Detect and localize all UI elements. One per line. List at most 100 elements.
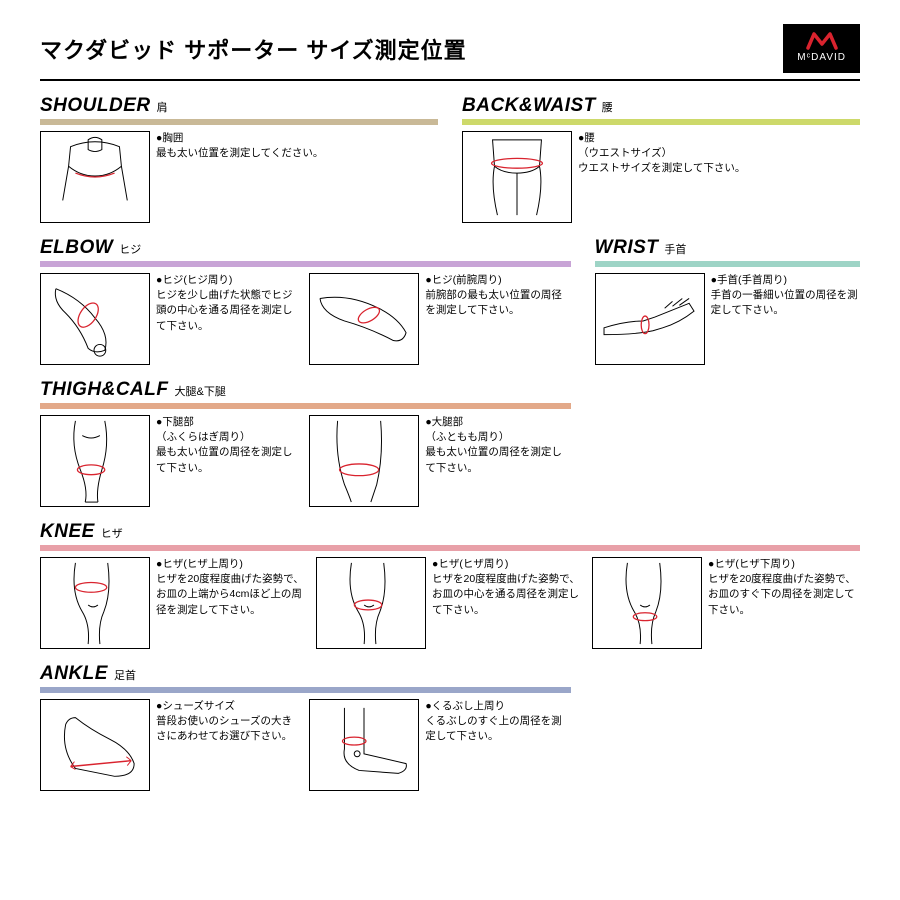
items: ●手首(手首周り) 手首の一番細い位置の周径を測定して下さい。 bbox=[595, 273, 860, 365]
section-underline bbox=[40, 119, 438, 125]
diagram-elbow-2 bbox=[309, 273, 419, 365]
item-desc: ●手首(手首周り) 手首の一番細い位置の周径を測定して下さい。 bbox=[711, 273, 860, 319]
item-desc: ●くるぶし上周り くるぶしのすぐ上の周径を測定して下さい。 bbox=[425, 699, 570, 745]
section-thighcalf: THIGH&CALF 大腿&下腿 ●下腿部 bbox=[40, 379, 571, 507]
item-sub: （ふくらはぎ周り） bbox=[156, 431, 251, 443]
diagram-knee-1 bbox=[40, 557, 150, 649]
item: ●くるぶし上周り くるぶしのすぐ上の周径を測定して下さい。 bbox=[309, 699, 570, 791]
section-underline bbox=[595, 261, 860, 267]
section-head: ELBOW ヒジ bbox=[40, 237, 571, 259]
section-underline bbox=[40, 403, 571, 409]
item: ●大腿部 （ふともも周り） 最も太い位置の周径を測定して下さい。 bbox=[309, 415, 570, 507]
items: ●腰 （ウエストサイズ） ウエストサイズを測定して下さい。 bbox=[462, 131, 860, 223]
item-label: ●腰 bbox=[578, 132, 595, 144]
section-title-jp: 手首 bbox=[664, 241, 686, 257]
section-title-jp: ヒジ bbox=[119, 241, 141, 257]
section-title-en: ELBOW bbox=[40, 237, 113, 259]
item-label: ●下腿部 bbox=[156, 416, 194, 428]
item-desc: ●大腿部 （ふともも周り） 最も太い位置の周径を測定して下さい。 bbox=[425, 415, 570, 476]
item-desc: ●下腿部 （ふくらはぎ周り） 最も太い位置の周径を測定して下さい。 bbox=[156, 415, 301, 476]
spacer bbox=[595, 379, 860, 507]
item: ●ヒジ(前腕周り) 前腕部の最も太い位置の周径を測定して下さい。 bbox=[309, 273, 570, 365]
item: ●腰 （ウエストサイズ） ウエストサイズを測定して下さい。 bbox=[462, 131, 860, 223]
diagram-wrist bbox=[595, 273, 705, 365]
item: ●胸囲 最も太い位置を測定してください。 bbox=[40, 131, 438, 223]
section-elbow: ELBOW ヒジ ●ヒジ(ヒジ周り) ヒジを少し曲げた状態でヒジ頭の bbox=[40, 237, 571, 365]
section-head: THIGH&CALF 大腿&下腿 bbox=[40, 379, 571, 401]
item-text: 最も太い位置を測定してください。 bbox=[156, 147, 323, 159]
section-head: WRIST 手首 bbox=[595, 237, 860, 259]
diagram-knee-3 bbox=[592, 557, 702, 649]
item-text: ヒザを20度程度曲げた姿勢で、お皿のすぐ下の周径を測定して下さい。 bbox=[708, 573, 856, 615]
section-title-jp: ヒザ bbox=[101, 525, 123, 541]
item-text: くるぶしのすぐ上の周径を測定して下さい。 bbox=[425, 715, 561, 742]
section-backwaist: BACK&WAIST 腰 ●腰 （ウエストサイズ） bbox=[462, 95, 860, 223]
page-header: マクダビッド サポーター サイズ測定位置 MᶜDAVID bbox=[40, 24, 860, 73]
item: ●ヒザ(ヒザ周り) ヒザを20度程度曲げた姿勢で、お皿の中心を通る周径を測定して… bbox=[316, 557, 584, 649]
diagram-waist bbox=[462, 131, 572, 223]
item-desc: ●ヒザ(ヒザ周り) ヒザを20度程度曲げた姿勢で、お皿の中心を通る周径を測定して… bbox=[432, 557, 584, 618]
section-underline bbox=[40, 687, 571, 693]
section-title-en: BACK&WAIST bbox=[462, 95, 596, 117]
item-label: ●手首(手首周り) bbox=[711, 274, 787, 286]
item-label: ●ヒジ(ヒジ周り) bbox=[156, 274, 232, 286]
section-head: KNEE ヒザ bbox=[40, 521, 860, 543]
section-title-jp: 肩 bbox=[157, 99, 168, 115]
section-title-en: WRIST bbox=[595, 237, 659, 259]
section-ankle: ANKLE 足首 ●シューズサイズ 普 bbox=[40, 663, 571, 791]
header-rule bbox=[40, 79, 860, 81]
row-3: THIGH&CALF 大腿&下腿 ●下腿部 bbox=[40, 379, 860, 507]
diagram-calf bbox=[40, 415, 150, 507]
item-text: ウエストサイズを測定して下さい。 bbox=[578, 162, 745, 174]
item-text: ヒジを少し曲げた状態でヒジ頭の中心を通る周径を測定して下さい。 bbox=[156, 289, 293, 331]
items: ●ヒザ(ヒザ上周り) ヒザを20度程度曲げた姿勢で、お皿の上端から4cmほど上の… bbox=[40, 557, 860, 649]
item: ●ヒザ(ヒザ上周り) ヒザを20度程度曲げた姿勢で、お皿の上端から4cmほど上の… bbox=[40, 557, 308, 649]
section-head: ANKLE 足首 bbox=[40, 663, 571, 685]
brand-text: MᶜDAVID bbox=[797, 52, 846, 63]
items: ●ヒジ(ヒジ周り) ヒジを少し曲げた状態でヒジ頭の中心を通る周径を測定して下さい… bbox=[40, 273, 571, 365]
item-desc: ●シューズサイズ 普段お使いのシューズの大きさにあわせてお選び下さい。 bbox=[156, 699, 301, 745]
item-label: ●シューズサイズ bbox=[156, 700, 235, 712]
row-1: SHOULDER 肩 ●胸囲 最も太い bbox=[40, 95, 860, 223]
section-title-en: ANKLE bbox=[40, 663, 108, 685]
item-text: 手首の一番細い位置の周径を測定して下さい。 bbox=[711, 289, 858, 316]
item-label: ●大腿部 bbox=[425, 416, 463, 428]
section-underline bbox=[462, 119, 860, 125]
item-desc: ●ヒジ(ヒジ周り) ヒジを少し曲げた状態でヒジ頭の中心を通る周径を測定して下さい… bbox=[156, 273, 301, 334]
item: ●下腿部 （ふくらはぎ周り） 最も太い位置の周径を測定して下さい。 bbox=[40, 415, 301, 507]
item-text: ヒザを20度程度曲げた姿勢で、お皿の上端から4cmほど上の周径を測定して下さい。 bbox=[156, 573, 304, 615]
item-label: ●ヒザ(ヒザ周り) bbox=[432, 558, 508, 570]
item-desc: ●ヒジ(前腕周り) 前腕部の最も太い位置の周径を測定して下さい。 bbox=[425, 273, 570, 319]
item: ●シューズサイズ 普段お使いのシューズの大きさにあわせてお選び下さい。 bbox=[40, 699, 301, 791]
brand-logo: MᶜDAVID bbox=[783, 24, 860, 73]
sections-container: SHOULDER 肩 ●胸囲 最も太い bbox=[40, 95, 860, 791]
section-title-jp: 大腿&下腿 bbox=[174, 383, 225, 399]
diagram-elbow-1 bbox=[40, 273, 150, 365]
item-text: 普段お使いのシューズの大きさにあわせてお選び下さい。 bbox=[156, 715, 292, 742]
item-label: ●胸囲 bbox=[156, 132, 183, 144]
items: ●胸囲 最も太い位置を測定してください。 bbox=[40, 131, 438, 223]
item-text: 最も太い位置の周径を測定して下さい。 bbox=[156, 446, 293, 473]
spacer bbox=[595, 663, 860, 791]
item: ●ヒザ(ヒザ下周り) ヒザを20度程度曲げた姿勢で、お皿のすぐ下の周径を測定して… bbox=[592, 557, 860, 649]
section-title-jp: 腰 bbox=[602, 99, 613, 115]
item-label: ●ヒジ(前腕周り) bbox=[425, 274, 501, 286]
logo-icon bbox=[804, 30, 840, 50]
diagram-ankle-1 bbox=[40, 699, 150, 791]
section-knee: KNEE ヒザ ●ヒザ(ヒザ上周り) ヒザを20度程度曲げた姿勢で、お皿の上端か… bbox=[40, 521, 860, 649]
row-5: ANKLE 足首 ●シューズサイズ 普 bbox=[40, 663, 860, 791]
diagram-knee-2 bbox=[316, 557, 426, 649]
item-sub: （ふともも周り） bbox=[425, 431, 509, 443]
items: ●シューズサイズ 普段お使いのシューズの大きさにあわせてお選び下さい。 ●くるぶ… bbox=[40, 699, 571, 791]
item-text: 最も太い位置の周径を測定して下さい。 bbox=[425, 446, 562, 473]
section-shoulder: SHOULDER 肩 ●胸囲 最も太い bbox=[40, 95, 438, 223]
row-2: ELBOW ヒジ ●ヒジ(ヒジ周り) ヒジを少し曲げた状態でヒジ頭の bbox=[40, 237, 860, 365]
item-sub: （ウエストサイズ） bbox=[578, 147, 672, 159]
item-label: ●くるぶし上周り bbox=[425, 700, 505, 712]
diagram-ankle-2 bbox=[309, 699, 419, 791]
items: ●下腿部 （ふくらはぎ周り） 最も太い位置の周径を測定して下さい。 ●大腿部 bbox=[40, 415, 571, 507]
diagram-shoulder bbox=[40, 131, 150, 223]
section-head: SHOULDER 肩 bbox=[40, 95, 438, 117]
section-wrist: WRIST 手首 ●手首(手首周り) 手首の一番細い位置の周径を測定 bbox=[595, 237, 860, 365]
item-desc: ●ヒザ(ヒザ上周り) ヒザを20度程度曲げた姿勢で、お皿の上端から4cmほど上の… bbox=[156, 557, 308, 618]
